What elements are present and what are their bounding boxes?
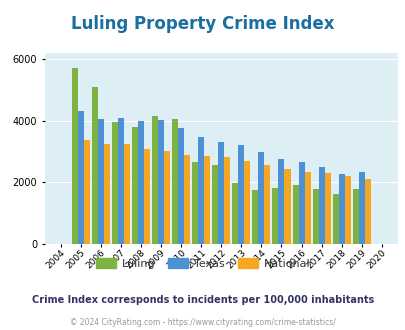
Bar bbox=[312, 189, 318, 244]
Bar bbox=[244, 161, 250, 244]
Bar bbox=[318, 167, 324, 244]
Bar bbox=[151, 116, 158, 244]
Bar bbox=[178, 127, 184, 244]
Bar bbox=[224, 157, 230, 244]
Bar bbox=[184, 155, 190, 244]
Bar bbox=[218, 142, 224, 244]
Bar bbox=[104, 144, 110, 244]
Bar bbox=[298, 162, 304, 244]
Bar bbox=[278, 159, 284, 244]
Bar bbox=[338, 174, 344, 244]
Bar bbox=[252, 190, 258, 244]
Bar bbox=[112, 122, 117, 244]
Bar bbox=[238, 146, 244, 244]
Bar bbox=[264, 165, 270, 244]
Bar bbox=[192, 162, 198, 244]
Bar bbox=[332, 194, 338, 244]
Bar bbox=[83, 140, 90, 244]
Bar bbox=[164, 151, 170, 244]
Bar bbox=[292, 184, 298, 244]
Bar bbox=[138, 121, 144, 244]
Bar bbox=[272, 188, 278, 244]
Bar bbox=[212, 165, 218, 244]
Bar bbox=[124, 145, 130, 244]
Bar bbox=[72, 68, 78, 244]
Legend: Luling, Texas, National: Luling, Texas, National bbox=[91, 254, 314, 273]
Bar bbox=[344, 176, 350, 244]
Bar bbox=[258, 152, 264, 244]
Text: Crime Index corresponds to incidents per 100,000 inhabitants: Crime Index corresponds to incidents per… bbox=[32, 295, 373, 305]
Bar bbox=[304, 172, 310, 244]
Bar bbox=[92, 87, 98, 244]
Bar bbox=[117, 117, 124, 244]
Text: © 2024 CityRating.com - https://www.cityrating.com/crime-statistics/: © 2024 CityRating.com - https://www.city… bbox=[70, 318, 335, 327]
Bar bbox=[204, 156, 210, 244]
Bar bbox=[198, 137, 204, 244]
Bar bbox=[172, 119, 178, 244]
Bar bbox=[352, 189, 358, 244]
Text: Luling Property Crime Index: Luling Property Crime Index bbox=[71, 15, 334, 33]
Bar bbox=[158, 120, 164, 244]
Bar bbox=[232, 183, 238, 244]
Bar bbox=[132, 127, 138, 244]
Bar bbox=[144, 148, 150, 244]
Bar bbox=[98, 119, 104, 244]
Bar bbox=[78, 112, 83, 244]
Bar bbox=[284, 169, 290, 244]
Bar bbox=[324, 173, 330, 244]
Bar bbox=[358, 172, 364, 244]
Bar bbox=[364, 179, 370, 244]
